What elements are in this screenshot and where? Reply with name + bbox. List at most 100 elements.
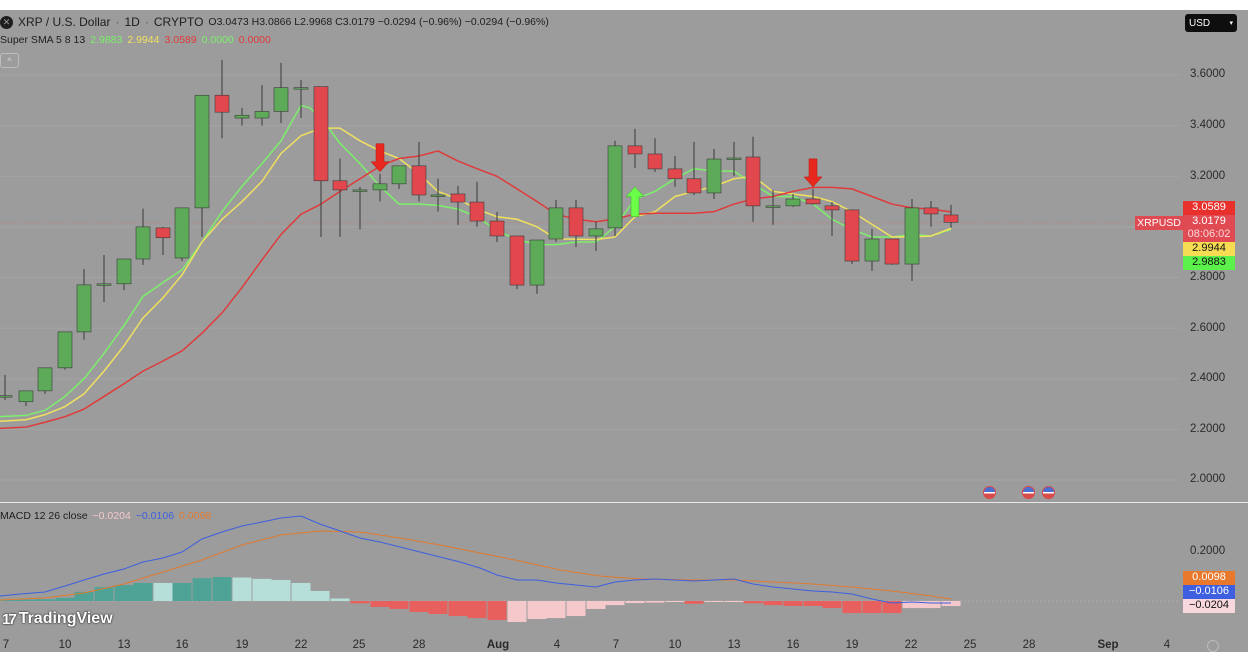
time-axis-label: 25 xyxy=(352,639,366,651)
open-label: O xyxy=(208,16,217,28)
us-flag-event-icon[interactable] xyxy=(983,486,996,499)
macd-histogram-bar xyxy=(684,601,704,604)
time-axis-label: 22 xyxy=(294,639,308,651)
macd-histogram-bar xyxy=(704,601,724,602)
chart-canvas[interactable] xyxy=(0,10,1248,652)
sma-extra-value-2: 0.0000 xyxy=(238,34,271,46)
candle-body xyxy=(489,220,505,237)
macd-histogram-bar xyxy=(16,599,36,601)
last-price: 3.0179 xyxy=(1192,215,1226,227)
macd-histogram-bar xyxy=(114,585,134,601)
macd-histogram-bar xyxy=(882,601,902,614)
candle-body xyxy=(76,284,92,333)
sma-extra-value-1: 0.0000 xyxy=(201,34,234,46)
macd-line xyxy=(0,515,951,604)
macd-histogram-bar xyxy=(310,590,330,601)
candle-body xyxy=(37,367,53,392)
sma13-value: 3.0589 xyxy=(164,34,197,46)
sma5-value: 2.9883 xyxy=(90,34,123,46)
macd-histogram-bar xyxy=(902,601,922,609)
candle-body xyxy=(430,194,446,197)
time-axis-label: 19 xyxy=(845,639,859,651)
separator: · xyxy=(115,15,120,29)
macd-hist-value: −0.0204 xyxy=(92,510,131,522)
candle-body xyxy=(805,198,821,205)
macd-histogram-bar xyxy=(291,582,311,601)
macd-histogram-bar xyxy=(763,601,783,606)
macd-histogram-bar xyxy=(370,601,390,607)
candle-body xyxy=(824,205,840,211)
macd-histogram-bar xyxy=(645,601,665,603)
currency-button[interactable]: USD ▾ xyxy=(1185,14,1237,32)
high-label: H xyxy=(251,16,260,28)
candle-body xyxy=(155,227,171,239)
macd-histogram-bar xyxy=(586,601,606,609)
time-axis-label: Sep xyxy=(1097,639,1119,651)
change-value: −0.0294 (−0.96%) xyxy=(377,16,462,28)
time-axis-label: 22 xyxy=(904,639,918,651)
time-axis-label: 13 xyxy=(117,639,131,651)
macd-signal-line xyxy=(0,530,952,601)
candle-body xyxy=(18,390,34,403)
sma8-value: 2.9944 xyxy=(127,34,160,46)
macd-histogram-bar xyxy=(428,601,448,614)
us-flag-event-icon[interactable] xyxy=(1042,486,1055,499)
macd-indicator-name[interactable]: MACD 12 26 close xyxy=(0,510,88,522)
candle-body xyxy=(469,201,485,222)
time-axis-label: 28 xyxy=(1022,639,1036,651)
us-flag-event-icon[interactable] xyxy=(1022,486,1035,499)
candle-body xyxy=(686,178,702,194)
symbol-legend: ✕ XRP / U.S. Dollar · 1D · CRYPTO O3.047… xyxy=(0,15,549,29)
tradingview-wordmark: TradingView xyxy=(18,610,113,627)
macd-histogram-bar xyxy=(842,601,862,614)
settings-gear-icon[interactable] xyxy=(1207,640,1219,652)
macd-legend[interactable]: MACD 12 26 close −0.0204 −0.0106 0.0098 xyxy=(0,510,211,522)
sma13-price-tag: 3.0589 xyxy=(1183,201,1235,215)
candle-body xyxy=(96,283,112,286)
sma5-price-tag: 2.9883 xyxy=(1183,256,1235,270)
candle-body xyxy=(57,331,73,369)
exchange: CRYPTO xyxy=(153,15,204,29)
symbol-name[interactable]: XRP / U.S. Dollar xyxy=(18,15,111,29)
tradingview-logo[interactable]: 17 TradingView xyxy=(2,610,113,628)
open-value: 3.0473 xyxy=(216,16,249,28)
candle-body xyxy=(352,189,368,192)
macd-histogram-bar xyxy=(921,601,941,609)
sma8-price-tag: 2.9944 xyxy=(1183,242,1235,256)
macd-histogram-bar xyxy=(724,601,744,602)
candle-body xyxy=(627,145,643,155)
time-axis-label: 7 xyxy=(612,639,620,651)
candle-body xyxy=(116,258,132,285)
interval[interactable]: 1D xyxy=(124,15,140,29)
sma-legend[interactable]: Super SMA 5 8 13 2.9883 2.9944 3.0589 0.… xyxy=(0,34,271,46)
symbol-tag: XRPUSD xyxy=(1135,216,1183,230)
macd-histogram-bar xyxy=(487,601,507,620)
macd-line-tag: −0.0106 xyxy=(1183,585,1235,599)
candle-body xyxy=(548,207,564,240)
time-axis-label: 25 xyxy=(963,639,977,651)
bar-countdown: 08:06:02 xyxy=(1187,228,1231,240)
candle-body xyxy=(332,180,348,191)
price-label: 3.4000 xyxy=(1190,119,1226,131)
chart-container[interactable]: ✕ XRP / U.S. Dollar · 1D · CRYPTO O3.047… xyxy=(0,10,1248,652)
candle-body xyxy=(864,238,880,262)
close-value: 3.0179 xyxy=(342,16,375,28)
macd-histogram-bar xyxy=(665,601,685,602)
macd-histogram-bar xyxy=(271,580,291,601)
time-axis-label: 13 xyxy=(727,639,741,651)
candle-body xyxy=(391,165,407,185)
macd-histogram-bar xyxy=(605,601,625,606)
pane-separator[interactable] xyxy=(0,502,1248,503)
candle-body xyxy=(234,114,250,119)
macd-histogram-bar xyxy=(94,587,114,601)
macd-histogram-bar xyxy=(566,601,586,617)
sma-indicator-name[interactable]: Super SMA 5 8 13 xyxy=(0,34,86,46)
collapse-legend-button[interactable]: ^ xyxy=(0,53,19,68)
candle-body xyxy=(923,207,939,215)
sma-line xyxy=(0,150,952,430)
candle-body xyxy=(884,238,900,265)
price-label: 2.2000 xyxy=(1190,423,1226,435)
time-axis-label: 10 xyxy=(668,639,682,651)
candle-body xyxy=(745,156,761,207)
candle-body xyxy=(450,193,466,203)
